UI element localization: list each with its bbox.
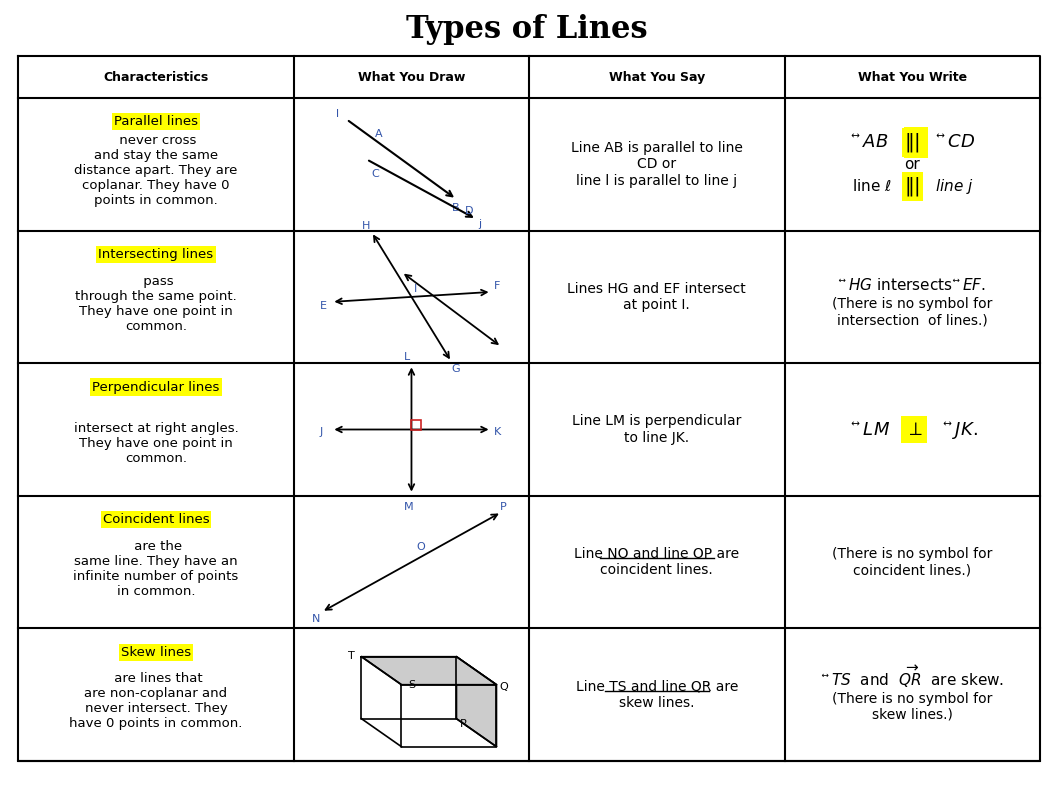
Text: $\perp$: $\perp$ — [905, 420, 923, 439]
Text: never cross
and stay the same
distance apart. They are
coplanar. They have 0
poi: never cross and stay the same distance a… — [74, 134, 237, 208]
Text: j: j — [479, 219, 481, 230]
Text: Coincident lines: Coincident lines — [102, 513, 209, 526]
Text: Line AB is parallel to line
CD or
line l is parallel to line j: Line AB is parallel to line CD or line l… — [571, 141, 743, 188]
Text: are lines that
are non-coplanar and
never intersect. They
have 0 points in commo: are lines that are non-coplanar and neve… — [70, 672, 243, 731]
Text: Parallel lines: Parallel lines — [114, 115, 198, 129]
Text: $\overleftrightarrow{JK}$.: $\overleftrightarrow{JK}$. — [943, 418, 978, 440]
Text: Perpendicular lines: Perpendicular lines — [92, 380, 219, 394]
Text: line $\ell$: line $\ell$ — [852, 178, 893, 194]
Text: Skew lines: Skew lines — [121, 645, 191, 659]
Text: A: A — [375, 129, 382, 140]
Text: (There is no symbol for
skew lines.): (There is no symbol for skew lines.) — [832, 692, 993, 722]
Text: R: R — [460, 719, 467, 729]
Text: L: L — [403, 352, 409, 361]
Text: H: H — [362, 221, 370, 231]
Text: Characteristics: Characteristics — [103, 70, 209, 84]
Text: J: J — [320, 427, 323, 436]
Text: $\overleftrightarrow{TS}$  and  $\overrightarrow{QR}$  are skew.: $\overleftrightarrow{TS}$ and $\overrigh… — [821, 664, 1004, 690]
Text: G: G — [452, 364, 460, 374]
Text: $\|$: $\|$ — [907, 131, 917, 154]
Text: E: E — [320, 301, 326, 311]
Text: Types of Lines: Types of Lines — [406, 13, 648, 44]
Text: $\||\,$: $\||\,$ — [904, 175, 920, 198]
Text: M: M — [403, 502, 414, 511]
Bar — [411, 420, 421, 429]
Text: What You Draw: What You Draw — [358, 70, 465, 84]
Text: line $j$: line $j$ — [935, 177, 974, 196]
Text: Lines HG and EF intersect
at point I.: Lines HG and EF intersect at point I. — [568, 282, 746, 312]
Text: $\overleftrightarrow{AB}$: $\overleftrightarrow{AB}$ — [851, 133, 889, 151]
Text: B: B — [452, 204, 459, 213]
Text: $\overleftrightarrow{CD}$: $\overleftrightarrow{CD}$ — [937, 133, 976, 151]
Text: pass
through the same point.
They have one point in
common.: pass through the same point. They have o… — [75, 275, 236, 332]
Text: Intersecting lines: Intersecting lines — [98, 248, 213, 261]
Text: Line NO and line OP are
coincident lines.: Line NO and line OP are coincident lines… — [574, 547, 740, 578]
Text: F: F — [494, 281, 500, 291]
Text: intersect at right angles.
They have one point in
common.: intersect at right angles. They have one… — [74, 407, 238, 466]
Text: K: K — [494, 427, 501, 436]
Polygon shape — [362, 656, 497, 685]
Text: are the
same line. They have an
infinite number of points
in common.: are the same line. They have an infinite… — [74, 540, 238, 598]
Text: P: P — [499, 502, 506, 512]
Text: S: S — [408, 679, 416, 690]
Text: l: l — [337, 110, 340, 119]
Text: What You Say: What You Say — [609, 70, 705, 84]
Text: $\overleftrightarrow{LM}$: $\overleftrightarrow{LM}$ — [850, 421, 889, 439]
Text: Line TS and line QR are
skew lines.: Line TS and line QR are skew lines. — [576, 679, 737, 710]
Text: I: I — [414, 284, 417, 294]
Text: C: C — [371, 170, 379, 179]
Text: or: or — [904, 157, 920, 172]
Text: (There is no symbol for
coincident lines.): (There is no symbol for coincident lines… — [832, 547, 993, 578]
Text: (There is no symbol for
intersection  of lines.): (There is no symbol for intersection of … — [832, 297, 993, 327]
Text: Q: Q — [499, 682, 509, 692]
Text: What You Write: What You Write — [858, 70, 966, 84]
Text: $\|\,$: $\|\,$ — [915, 131, 923, 154]
Text: T: T — [348, 651, 356, 660]
Text: Line LM is perpendicular
to line JK.: Line LM is perpendicular to line JK. — [572, 414, 742, 444]
Polygon shape — [457, 656, 497, 746]
Text: N: N — [311, 614, 320, 624]
Text: D: D — [464, 206, 473, 216]
Text: O: O — [417, 542, 425, 552]
Text: $\overleftrightarrow{HG}$ intersects $\overleftrightarrow{EF}$.: $\overleftrightarrow{HG}$ intersects $\o… — [839, 277, 986, 293]
Text: $\||\,$: $\||\,$ — [904, 131, 920, 154]
